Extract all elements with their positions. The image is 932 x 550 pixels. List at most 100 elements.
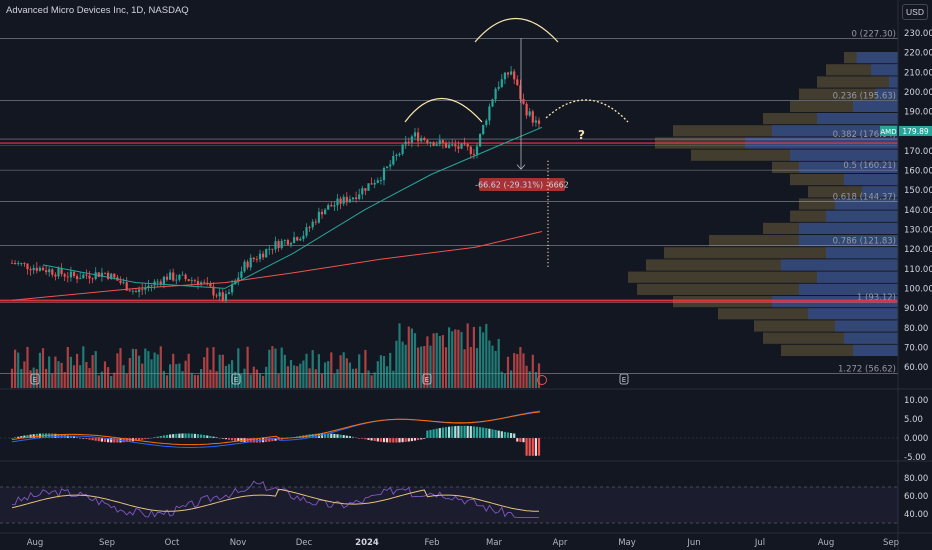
candle (51, 269, 54, 275)
volume-bar (159, 346, 162, 388)
macd-histogram-bar (407, 438, 410, 442)
candle (345, 196, 348, 203)
candle (317, 211, 320, 223)
price-tick: 80.00 (904, 324, 928, 334)
candle (265, 249, 268, 258)
candle (460, 143, 463, 149)
macd-histogram-bar (497, 430, 500, 438)
volume-bar (361, 373, 364, 388)
candle (435, 144, 438, 146)
volume-profile-bar (799, 222, 898, 234)
volume-bar (382, 356, 386, 388)
candle (413, 132, 417, 137)
volume-bar (125, 373, 128, 388)
candle (26, 263, 29, 270)
volume-profile-bar (790, 149, 898, 161)
earnings-marker-label: E (622, 376, 626, 384)
macd-histogram-bar (107, 438, 110, 443)
candle (534, 120, 537, 123)
time-tick: Feb (424, 538, 439, 548)
candle (125, 282, 128, 291)
volume-bar (94, 351, 97, 388)
candle (395, 154, 398, 156)
macd-histogram-bar (469, 426, 472, 438)
candle (531, 111, 534, 123)
candle (479, 134, 482, 147)
macd-histogram-bar (23, 435, 26, 438)
macd-histogram-bar (234, 438, 237, 441)
candle (159, 281, 162, 285)
macd-histogram-bar (370, 438, 373, 441)
macd-histogram-bar (54, 433, 57, 438)
candle (262, 253, 265, 258)
volume-bar (103, 361, 107, 388)
earnings-marker-label: E (33, 376, 37, 384)
macd-histogram-bar (237, 438, 240, 442)
macd-histogram-bar (389, 438, 392, 443)
volume-profile-bar (826, 247, 898, 259)
candle (289, 242, 293, 245)
macd-histogram-bar (537, 438, 541, 456)
volume-bar (141, 363, 144, 388)
volume-bar (469, 346, 472, 388)
volume-bar (268, 349, 271, 388)
time-tick: Jul (754, 538, 765, 548)
candle (314, 221, 317, 223)
volume-bar (531, 354, 534, 388)
volume-profile-bar (835, 320, 898, 332)
macd-tick: 5.00 (904, 415, 923, 425)
candle (218, 292, 221, 297)
currency-button[interactable]: USD (902, 4, 928, 20)
candle (150, 285, 153, 287)
macd-histogram-bar (156, 436, 159, 438)
macd-histogram-bar (20, 436, 23, 438)
candle (429, 142, 432, 144)
volume-bar (221, 354, 224, 388)
volume-bar (72, 365, 76, 388)
macd-histogram-bar (203, 434, 206, 438)
time-tick: Apr (553, 538, 568, 548)
macd-histogram-bar (69, 435, 72, 438)
volume-bar (138, 355, 141, 388)
macd-histogram-bar (392, 438, 395, 443)
price-badge-symbol-box (880, 125, 897, 136)
candle (172, 272, 175, 281)
volume-profile-bar (808, 186, 898, 198)
volume-bar (212, 347, 215, 388)
candle (274, 241, 277, 250)
price-tick: 120.00 (904, 245, 932, 255)
volume-bar (41, 348, 45, 388)
macd-histogram-bar (444, 427, 448, 438)
volume-bar (389, 352, 392, 388)
candle (283, 240, 286, 241)
macd-histogram-bar (420, 438, 423, 440)
candle (162, 276, 165, 285)
macd-histogram-bar (227, 438, 231, 440)
macd-histogram-bar (165, 434, 169, 438)
time-tick: Mar (486, 538, 503, 548)
volume-profile-bar (875, 88, 898, 100)
volume-bar (407, 326, 410, 388)
fib-label: 0.786 (121.83) (833, 237, 896, 247)
volume-bar (48, 356, 51, 388)
volume-bar (271, 346, 274, 388)
candle (386, 166, 389, 168)
macd-histogram-bar (448, 426, 451, 438)
macd-histogram-bar (488, 428, 491, 438)
candle (293, 237, 296, 243)
macd-histogram-bar (503, 431, 506, 438)
volume-bar (296, 366, 299, 388)
candle (48, 269, 51, 273)
volume-bar (240, 373, 243, 388)
price-tick: 160.00 (904, 167, 932, 177)
macd-histogram-bar (426, 430, 429, 438)
volume-bar (76, 353, 79, 388)
volume-profile-bar (817, 76, 898, 88)
macd-histogram-bar (187, 433, 190, 438)
candle (147, 285, 150, 288)
volume-bar (66, 346, 69, 388)
candle (97, 272, 100, 277)
candle (268, 248, 271, 250)
